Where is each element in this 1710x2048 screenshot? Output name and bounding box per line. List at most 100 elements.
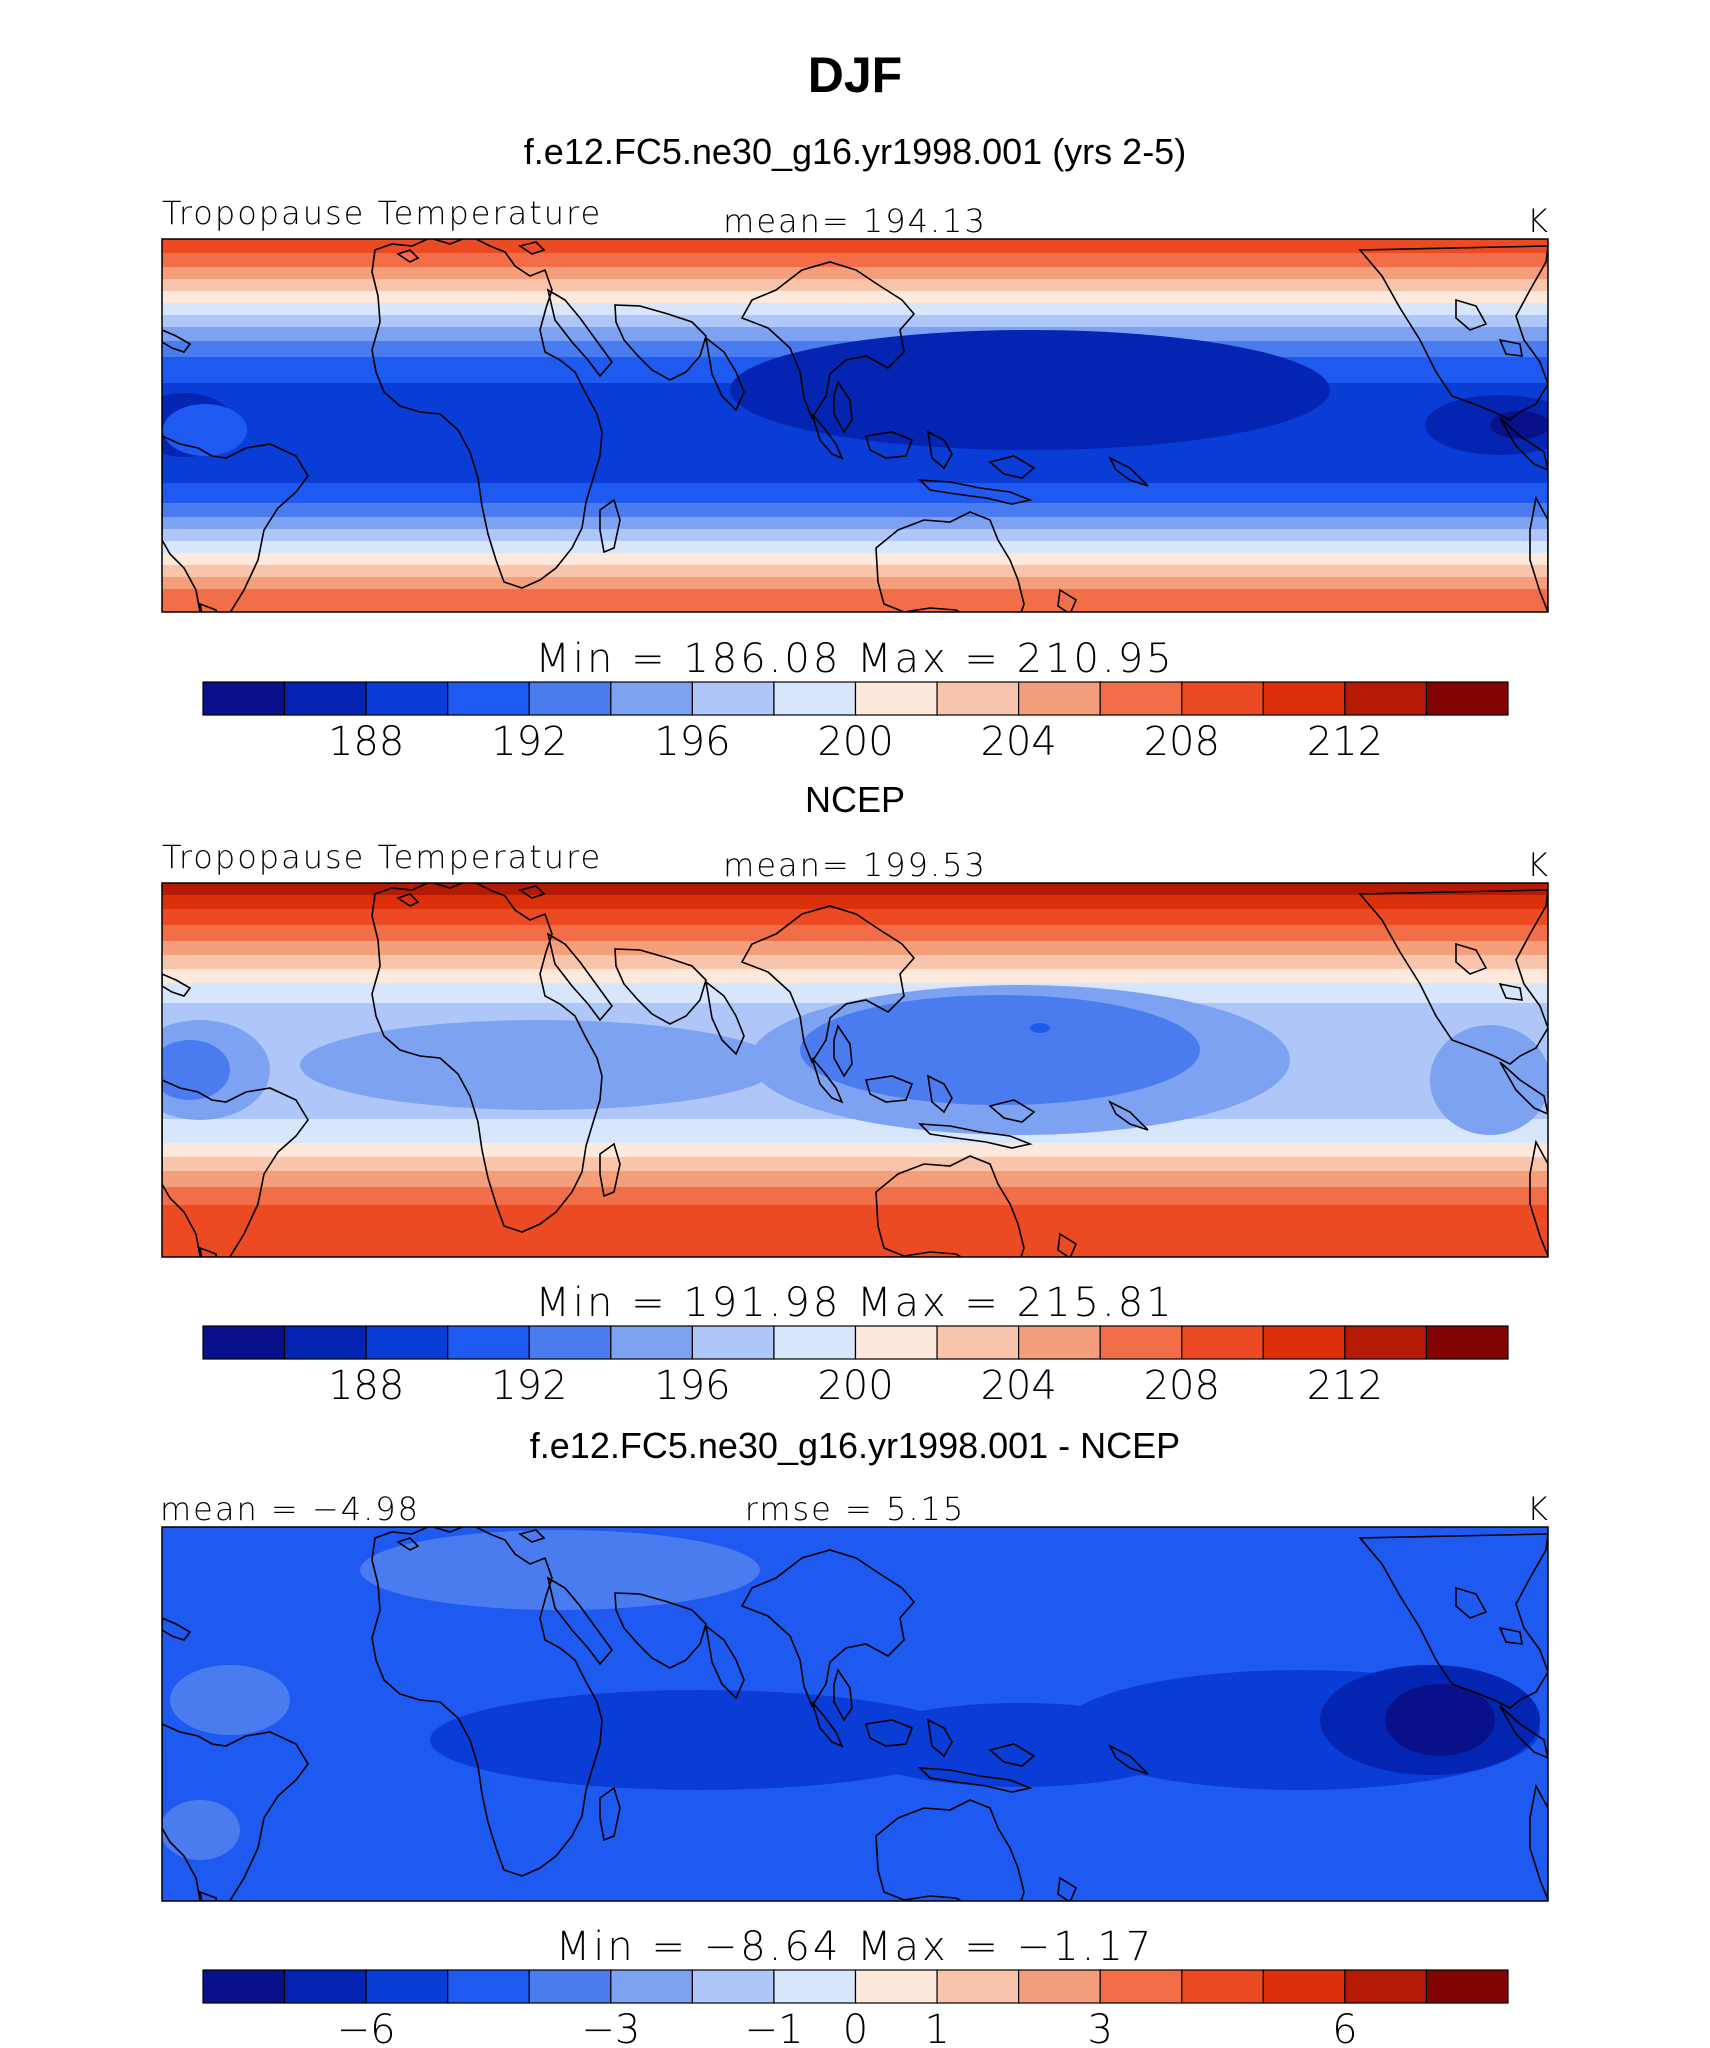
colorbar-tick-label: 3 bbox=[1087, 2007, 1112, 2048]
field-blob bbox=[430, 1690, 970, 1790]
colorbar-box bbox=[283, 1969, 367, 2004]
colorbar-box bbox=[1344, 1325, 1428, 1360]
map-frame bbox=[161, 238, 1549, 613]
field-blob bbox=[360, 1530, 760, 1610]
map-field bbox=[162, 883, 1548, 1257]
field-band bbox=[162, 1119, 1548, 1143]
colorbar-box bbox=[773, 1969, 857, 2004]
field-band bbox=[162, 291, 1548, 303]
colorbar-tick-label: 204 bbox=[980, 719, 1056, 765]
colorbar-box bbox=[283, 1325, 367, 1360]
colorbar-box bbox=[854, 1325, 938, 1360]
field-band bbox=[162, 883, 1548, 895]
colorbar-box bbox=[528, 1969, 612, 2004]
colorbar-box bbox=[1262, 1969, 1346, 2004]
field-band bbox=[162, 541, 1548, 553]
units-label: K bbox=[1527, 1490, 1548, 1528]
units-label: K bbox=[1527, 846, 1548, 884]
colorbar-box bbox=[365, 1969, 449, 2004]
panel-title: NCEP bbox=[805, 779, 905, 820]
colorbar-tick-label: 192 bbox=[491, 1363, 567, 1409]
colorbar-box bbox=[1099, 681, 1183, 716]
field-band bbox=[162, 969, 1548, 983]
field-band bbox=[162, 553, 1548, 565]
field-band bbox=[162, 589, 1548, 612]
colorbar-tick-label: 208 bbox=[1144, 1363, 1220, 1409]
colorbar-box bbox=[447, 1969, 530, 2004]
colorbar: −6 −3 −1 0 1 3 6 bbox=[202, 1969, 1509, 2048]
field-band bbox=[162, 1157, 1548, 1171]
colorbar-box bbox=[936, 1325, 1020, 1360]
field-band bbox=[162, 565, 1548, 577]
colorbar-box bbox=[528, 681, 612, 716]
page-title: DJF bbox=[808, 47, 902, 103]
field-blob bbox=[800, 995, 1200, 1105]
colorbar-box bbox=[1099, 1969, 1183, 2004]
colorbar-box bbox=[447, 681, 530, 716]
colorbar-tick-label: 200 bbox=[817, 1363, 893, 1409]
field-blob bbox=[1385, 1684, 1495, 1756]
colorbar-box bbox=[936, 1969, 1020, 2004]
colorbar-box bbox=[1425, 1969, 1509, 2004]
colorbar-tick-label: 196 bbox=[654, 1363, 730, 1409]
map-field bbox=[162, 1527, 1548, 1901]
colorbar-box bbox=[691, 1969, 775, 2004]
field-band bbox=[162, 909, 1548, 925]
colorbar-box bbox=[1344, 681, 1428, 716]
colorbar-box bbox=[283, 681, 367, 716]
field-band bbox=[162, 577, 1548, 589]
colorbar-tick-label: 212 bbox=[1307, 719, 1383, 765]
field-band bbox=[162, 925, 1548, 941]
colorbar-tick-label: 188 bbox=[328, 719, 404, 765]
panel-difference: f.e12.FC5.ne30_g16.yr1998.001 - NCEP mea… bbox=[160, 1425, 1549, 2048]
panel-ncep: NCEP Tropopause Temperature mean= 199.53… bbox=[161, 779, 1549, 1409]
field-blob bbox=[730, 330, 1330, 450]
colorbar-tick-label: 204 bbox=[980, 1363, 1056, 1409]
colorbar-tick-label: −1 bbox=[744, 2007, 803, 2048]
field-blob bbox=[1425, 395, 1548, 455]
colorbar-box bbox=[1262, 681, 1346, 716]
field-blob bbox=[1430, 1025, 1548, 1135]
panel-title: f.e12.FC5.ne30_g16.yr1998.001 - NCEP bbox=[530, 1425, 1180, 1466]
field-band bbox=[162, 279, 1548, 291]
colorbar-box bbox=[773, 1325, 857, 1360]
colorbar-box bbox=[1344, 1969, 1428, 2004]
colorbar-box bbox=[1018, 681, 1101, 716]
units-label: K bbox=[1527, 202, 1548, 240]
minmax-label: Min = 186.08 Max = 210.95 bbox=[535, 636, 1174, 682]
colorbar-tick-label: −6 bbox=[337, 2007, 396, 2048]
map-frame bbox=[161, 1526, 1549, 1902]
colorbar-box bbox=[691, 681, 775, 716]
field-blob bbox=[162, 1040, 230, 1100]
colorbar-box bbox=[610, 1969, 693, 2004]
colorbar-tick-label: 192 bbox=[491, 719, 567, 765]
map-frame bbox=[161, 882, 1549, 1258]
colorbar-box bbox=[854, 1969, 938, 2004]
field-blob bbox=[170, 1665, 290, 1735]
mean-label: mean= 194.13 bbox=[723, 202, 987, 240]
colorbar-box bbox=[1425, 1325, 1509, 1360]
colorbar-box bbox=[854, 681, 938, 716]
mean-label: mean= 199.53 bbox=[723, 846, 987, 884]
colorbar-box bbox=[610, 1325, 693, 1360]
colorbar-tick-label: 208 bbox=[1144, 719, 1220, 765]
colorbar: 188 192 196 200 204 208 212 bbox=[202, 681, 1509, 765]
colorbar-box bbox=[936, 681, 1020, 716]
field-band bbox=[162, 315, 1548, 327]
colorbar-box bbox=[1018, 1325, 1101, 1360]
panel-title: f.e12.FC5.ne30_g16.yr1998.001 (yrs 2-5) bbox=[524, 131, 1186, 172]
colorbar-box bbox=[1181, 1969, 1264, 2004]
colorbar-box bbox=[1181, 1325, 1264, 1360]
field-band bbox=[162, 267, 1548, 279]
map-field bbox=[162, 239, 1548, 612]
colorbar-box bbox=[1425, 681, 1509, 716]
field-band bbox=[162, 503, 1548, 517]
colorbar-tick-label: 1 bbox=[924, 2007, 949, 2048]
field-blob bbox=[1030, 1023, 1050, 1033]
field-band bbox=[162, 895, 1548, 909]
colorbar-box bbox=[202, 1969, 286, 2004]
field-band bbox=[162, 239, 1548, 253]
field-band bbox=[162, 1143, 1548, 1157]
colorbar-tick-label: 0 bbox=[843, 2007, 868, 2048]
field-band bbox=[162, 983, 1548, 1003]
